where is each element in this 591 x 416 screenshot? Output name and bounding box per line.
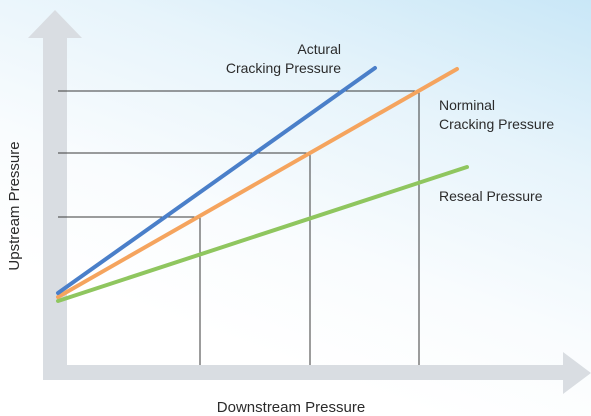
actual-label-line1: Actural (297, 41, 341, 57)
y-axis-arrow (28, 10, 82, 380)
nominal-cracking-pressure-line (56, 67, 459, 299)
y-axis-label: Upstream Pressure (6, 141, 23, 270)
nominal-label-line1: Norminal (439, 97, 495, 113)
reseal-pressure-line (56, 165, 469, 303)
reseal-label: Reseal Pressure (439, 188, 543, 204)
actual-label-line2: Cracking Pressure (226, 60, 341, 76)
x-axis-arrow (43, 352, 591, 394)
actual-cracking-pressure-line (56, 66, 377, 295)
guide-lines (58, 90, 420, 365)
nominal-label-line2: Cracking Pressure (439, 116, 554, 132)
x-axis-label: Downstream Pressure (217, 399, 365, 416)
